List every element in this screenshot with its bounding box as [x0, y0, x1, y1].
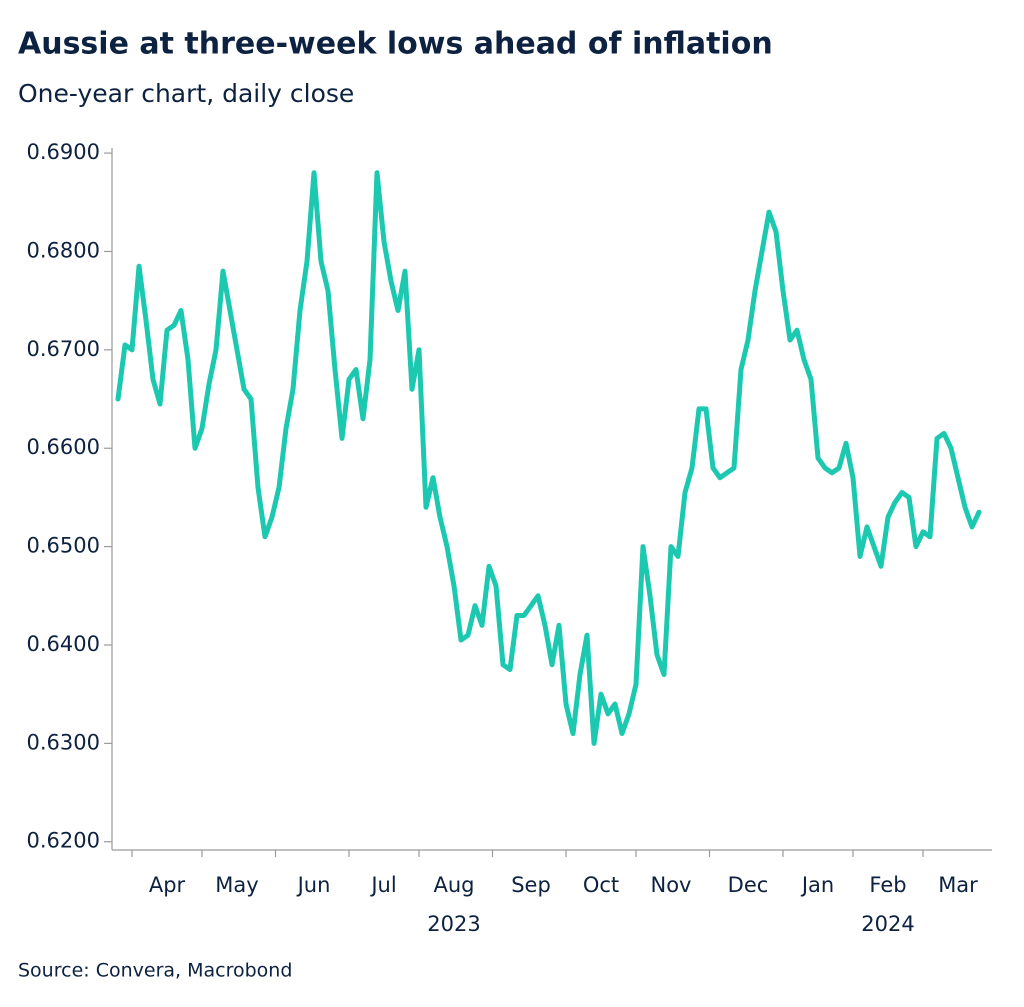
x-tick-label: Aug [433, 873, 474, 897]
x-tick-label: Jun [296, 873, 331, 897]
y-tick-label: 0.6300 [27, 730, 100, 754]
x-tick-label: Sep [511, 873, 551, 897]
y-tick-label: 0.6600 [27, 435, 100, 459]
x-tick-label: Apr [149, 873, 186, 897]
x-tick-label: Feb [869, 873, 906, 897]
x-tick-label: Nov [651, 873, 692, 897]
y-tick-label: 0.6500 [27, 534, 100, 558]
data-line [115, 170, 982, 746]
x-tick-label: Oct [583, 873, 619, 897]
y-tick-label: 0.6800 [27, 238, 100, 262]
x-tick-label: Dec [728, 873, 769, 897]
y-tick-label: 0.6400 [27, 632, 100, 656]
x-tick-label: May [215, 873, 258, 897]
chart-subtitle: One-year chart, daily close [18, 79, 354, 108]
x-group-label: 2023 [427, 912, 480, 936]
chart-title: Aussie at three-week lows ahead of infla… [18, 27, 773, 62]
source-note: Source: Convera, Macrobond [18, 960, 292, 982]
y-tick-label: 0.6200 [27, 829, 100, 853]
y-tick-label: 0.6900 [27, 140, 100, 164]
x-tick-label: Mar [938, 873, 978, 897]
x-tick-label: Jan [800, 873, 834, 897]
y-tick-label: 0.6700 [27, 337, 100, 361]
x-tick-label: Jul [369, 873, 396, 897]
x-group-label: 2024 [861, 912, 914, 936]
